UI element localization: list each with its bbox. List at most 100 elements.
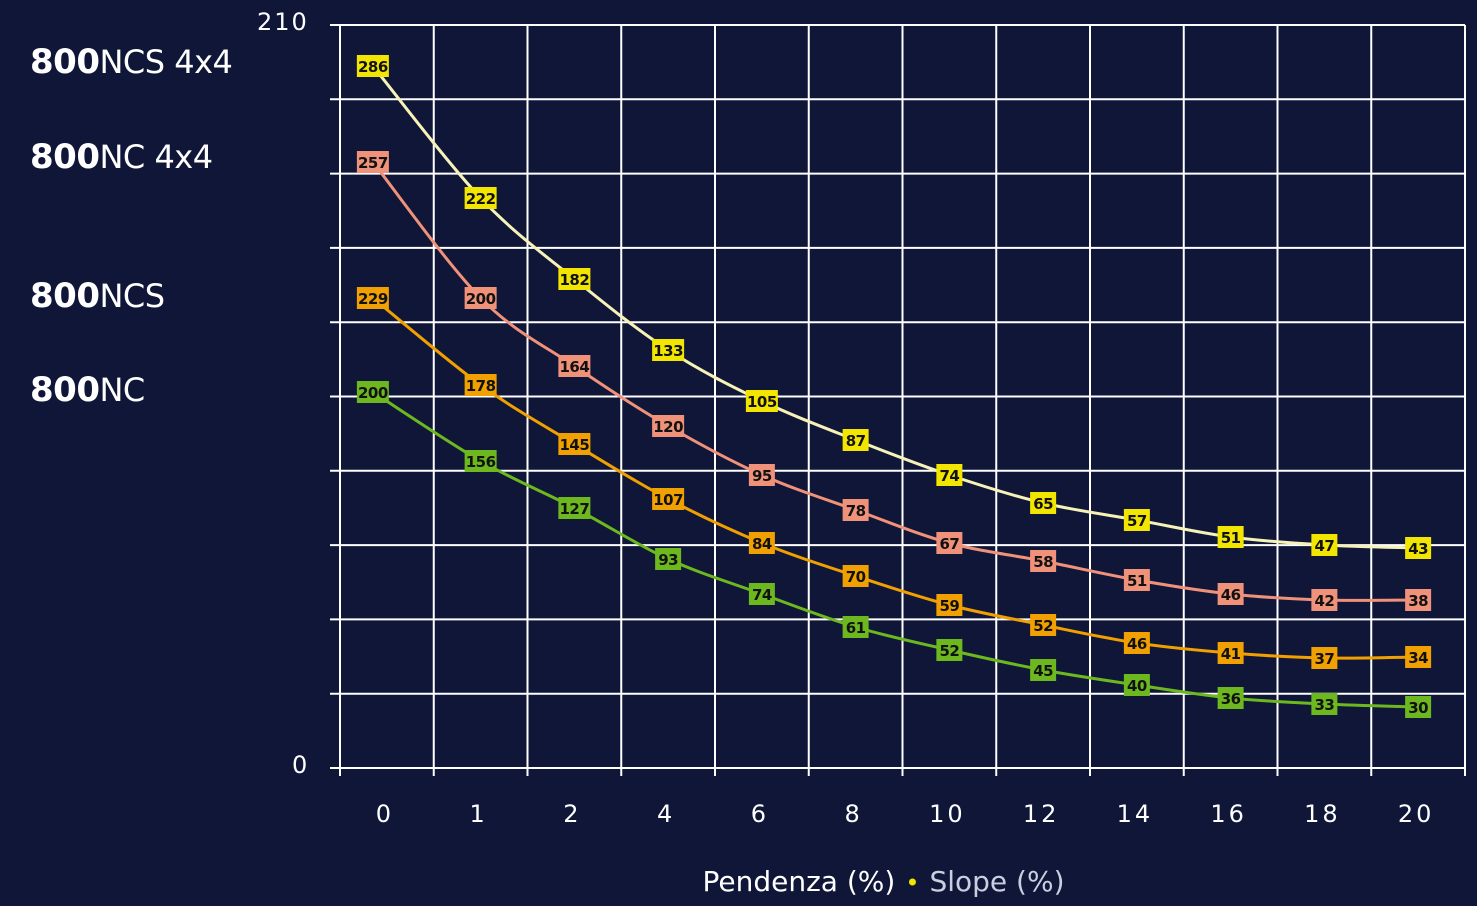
data-label: 42 [1314, 592, 1334, 610]
legend-item-800ncs: 800NCS [30, 276, 165, 316]
data-point-marker [842, 616, 869, 638]
x-tick-label: 12 [1023, 800, 1060, 828]
data-label: 47 [1314, 537, 1334, 555]
data-point-marker [1217, 526, 1244, 548]
data-point-marker [356, 287, 389, 309]
x-tick-label: 20 [1398, 800, 1435, 828]
data-label: 51 [1221, 529, 1241, 547]
data-label: 127 [559, 500, 589, 518]
data-label: 107 [653, 491, 683, 509]
data-point-marker [464, 374, 497, 396]
data-label: 38 [1408, 592, 1428, 610]
data-point-marker [842, 499, 869, 521]
data-label: 74 [939, 467, 959, 485]
x-axis-title: Pendenza (%) • Slope (%) [0, 865, 1477, 898]
data-label: 33 [1314, 696, 1334, 714]
data-label: 74 [752, 586, 772, 604]
data-label: 70 [846, 568, 866, 586]
data-label: 286 [358, 58, 388, 76]
data-label: 46 [1127, 635, 1147, 653]
data-label: 93 [658, 551, 678, 569]
data-point-marker [1311, 693, 1338, 715]
x-tick-label: 18 [1304, 800, 1341, 828]
data-label: 156 [466, 453, 496, 471]
series-line [371, 65, 1419, 550]
data-point-marker [1030, 659, 1057, 681]
x-tick-label: 1 [469, 800, 487, 828]
data-label: 120 [653, 418, 683, 436]
data-point-marker [558, 433, 591, 455]
data-label: 52 [939, 642, 959, 660]
x-axis-title-it: Pendenza (%) [702, 865, 896, 898]
data-point-marker [652, 339, 685, 361]
data-point-marker [1123, 632, 1150, 654]
data-label: 84 [752, 535, 772, 553]
y-axis-min-label: 0 [292, 751, 310, 779]
legend-item-800nc-4x4: 800NC 4x4 [30, 137, 213, 177]
data-label: 178 [466, 377, 496, 395]
data-point-marker [558, 268, 591, 290]
data-point-marker [936, 594, 963, 616]
x-tick-label: 0 [376, 800, 394, 828]
data-point-marker [1030, 614, 1057, 636]
data-point-marker [558, 497, 591, 519]
x-axis-title-separator: • [905, 869, 920, 897]
data-label: 105 [747, 393, 777, 411]
data-label: 229 [358, 290, 388, 308]
data-label: 59 [939, 597, 959, 615]
series-line [371, 161, 1419, 602]
data-label: 200 [358, 384, 388, 402]
data-point-marker [1405, 589, 1432, 611]
data-point-marker [356, 381, 389, 403]
data-point-marker [464, 450, 497, 472]
data-point-marker [745, 390, 778, 412]
data-point-marker [1311, 647, 1338, 669]
data-label: 67 [939, 535, 959, 553]
data-point-marker [652, 488, 685, 510]
data-label: 46 [1221, 586, 1241, 604]
legend-item-800nc: 800NC [30, 370, 145, 410]
data-label: 58 [1033, 553, 1053, 571]
data-label: 40 [1127, 677, 1147, 695]
x-tick-label: 2 [563, 800, 581, 828]
data-point-marker [748, 532, 775, 554]
x-tick-label: 14 [1117, 800, 1154, 828]
data-label: 133 [653, 342, 683, 360]
data-label: 257 [358, 154, 388, 172]
data-point-marker [748, 583, 775, 605]
data-point-marker [1123, 509, 1150, 531]
data-label: 200 [466, 290, 496, 308]
x-tick-label: 8 [844, 800, 862, 828]
data-point-marker [1030, 550, 1057, 572]
data-label: 222 [466, 190, 496, 208]
x-tick-label: 4 [657, 800, 675, 828]
data-label: 57 [1127, 512, 1147, 530]
data-point-marker [652, 415, 685, 437]
data-label: 41 [1221, 645, 1241, 663]
data-label: 36 [1221, 690, 1241, 708]
legend-item-800ncs-4x4: 800NCS 4x4 [30, 42, 233, 82]
data-label: 45 [1033, 662, 1053, 680]
data-point-marker [356, 151, 389, 173]
data-point-marker [1405, 696, 1432, 718]
x-tick-label: 10 [929, 800, 966, 828]
data-label: 52 [1033, 617, 1053, 635]
data-label: 65 [1033, 495, 1053, 513]
data-point-marker [1311, 534, 1338, 556]
data-point-marker [1217, 642, 1244, 664]
data-label: 182 [559, 271, 589, 289]
data-point-marker [1405, 537, 1432, 559]
data-point-marker [748, 464, 775, 486]
data-point-marker [1217, 687, 1244, 709]
data-label: 164 [559, 358, 589, 376]
data-point-marker [936, 639, 963, 661]
data-label: 61 [846, 619, 866, 637]
data-label: 78 [846, 502, 866, 520]
data-point-marker [464, 287, 497, 309]
grid [330, 24, 1466, 776]
data-point-marker [356, 55, 389, 77]
data-point-marker [1405, 646, 1432, 668]
data-point-marker [936, 532, 963, 554]
x-tick-label: 6 [751, 800, 769, 828]
